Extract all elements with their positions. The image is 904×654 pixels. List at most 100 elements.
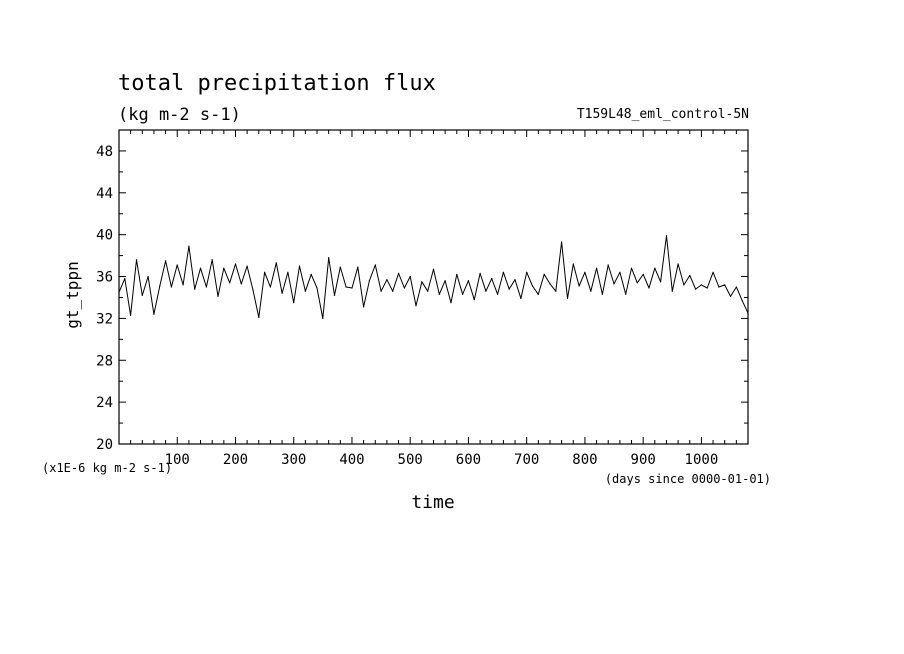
data-point — [252, 289, 254, 291]
x-tick-label: 500 — [398, 452, 423, 468]
data-point — [368, 280, 370, 282]
data-point — [700, 284, 703, 286]
y-axis-label: gt_tppn — [63, 261, 82, 328]
data-point — [438, 293, 440, 295]
data-point — [473, 299, 475, 301]
data-point — [601, 293, 604, 295]
data-point — [729, 295, 732, 297]
data-point — [124, 278, 126, 280]
data-point — [462, 293, 464, 295]
data-point — [584, 271, 586, 273]
data-point — [304, 290, 306, 292]
data-point — [188, 245, 190, 247]
data-point — [310, 273, 312, 275]
data-point — [380, 290, 382, 292]
data-point — [339, 266, 341, 268]
data-point — [223, 267, 225, 269]
data-point — [660, 281, 662, 283]
data-point — [147, 275, 149, 278]
data-point — [642, 273, 644, 275]
data-point — [502, 271, 504, 273]
data-point — [578, 285, 580, 287]
data-point — [636, 282, 638, 284]
data-point — [409, 275, 411, 278]
data-point — [386, 279, 388, 281]
data-point — [561, 241, 563, 243]
data-point — [287, 271, 289, 273]
data-point — [194, 288, 196, 290]
data-point — [415, 305, 417, 307]
y-unit-note: (x1E-6 kg m-2 s-1) — [42, 461, 172, 475]
x-tick-label: 400 — [339, 452, 364, 468]
y-tick-label: 40 — [96, 228, 113, 244]
data-point — [269, 286, 271, 288]
data-point — [398, 272, 400, 274]
data-point — [741, 300, 743, 302]
data-point — [456, 273, 458, 275]
y-tick-label: 28 — [96, 353, 113, 369]
data-point — [648, 287, 650, 289]
run-label: T159L48_eml_control-5N — [577, 107, 749, 122]
data-point — [234, 263, 237, 265]
x-tick-label: 1000 — [685, 452, 719, 468]
data-point — [333, 294, 336, 296]
y-axis: 20 24 28 32 36 40 44 48 — [96, 144, 748, 453]
data-point — [444, 280, 446, 282]
x-tick-label: 800 — [572, 452, 597, 468]
data-point — [531, 285, 534, 287]
data-point — [566, 297, 569, 300]
data-point — [590, 290, 592, 292]
data-point — [467, 280, 469, 282]
data-point — [281, 292, 283, 294]
data-point — [706, 287, 708, 289]
series-layer — [118, 235, 749, 319]
data-point — [724, 284, 726, 286]
data-point — [328, 257, 330, 259]
data-point — [508, 288, 510, 290]
data-point — [671, 290, 673, 292]
data-point — [537, 293, 539, 295]
y-tick-label: 24 — [96, 395, 113, 411]
data-point — [514, 279, 516, 281]
x-tick-label: 300 — [281, 452, 306, 468]
data-point — [572, 263, 574, 265]
x-unit-note: (days since 0000-01-01) — [605, 472, 771, 486]
y-tick-label: 48 — [96, 144, 113, 160]
data-point — [491, 278, 493, 280]
x-tick-label: 700 — [514, 452, 539, 468]
data-point — [607, 264, 609, 266]
data-point — [677, 263, 679, 265]
data-point — [258, 316, 260, 318]
data-point — [240, 283, 242, 285]
data-point — [549, 283, 551, 285]
data-point — [298, 265, 301, 267]
data-point — [613, 283, 615, 285]
y-tick-label: 44 — [96, 186, 113, 202]
x-tick-label: 100 — [165, 452, 190, 468]
y-tick-label: 32 — [96, 311, 113, 327]
data-point — [630, 267, 633, 269]
y-tick-label: 20 — [96, 437, 113, 453]
y-tick-label: 36 — [96, 270, 113, 286]
data-point — [135, 259, 138, 261]
data-point — [450, 302, 452, 304]
data-point — [205, 286, 207, 288]
data-point — [689, 274, 691, 277]
data-point — [211, 259, 213, 261]
data-point — [199, 267, 202, 269]
data-point — [229, 282, 231, 284]
data-point — [735, 286, 738, 288]
data-point — [141, 294, 143, 296]
data-point — [619, 271, 621, 273]
data-point — [665, 235, 668, 237]
x-axis-label: time — [411, 492, 454, 513]
data-point — [275, 262, 277, 264]
data-point — [718, 286, 720, 288]
data-point — [403, 287, 405, 289]
series-line-0 — [118, 235, 749, 319]
data-point — [392, 290, 394, 292]
x-axis: 100 200 300 400 500 600 700 800 900 1000 — [130, 130, 737, 468]
data-point — [654, 267, 656, 269]
data-point — [159, 285, 161, 287]
